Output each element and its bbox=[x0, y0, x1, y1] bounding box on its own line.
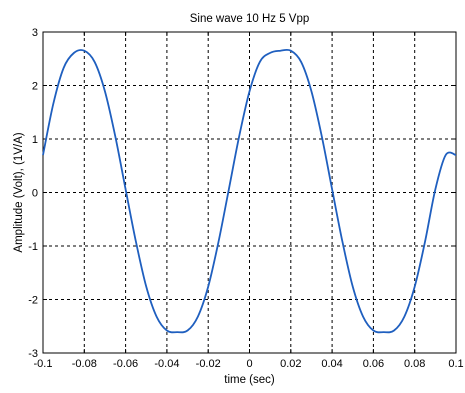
x-tick-label: 0.06 bbox=[363, 358, 384, 370]
y-tick-label: 2 bbox=[32, 81, 38, 93]
ticks: -0.1 -0.08 -0.06 -0.04 -0.02 0 0.02 0.04 0.06 0.0… bbox=[28, 27, 463, 370]
y-tick-label: -3 bbox=[28, 348, 38, 360]
y-tick-label: -2 bbox=[28, 295, 38, 307]
x-tick-label: 0 bbox=[246, 358, 252, 370]
x-tick-label: -0.1 bbox=[34, 358, 53, 370]
y-tick-label: 0 bbox=[32, 188, 38, 200]
y-tick-label: -1 bbox=[28, 241, 38, 253]
x-tick-label: 0.02 bbox=[280, 358, 301, 370]
x-tick-label: 0.08 bbox=[404, 358, 425, 370]
x-tick-label: 0.1 bbox=[448, 358, 463, 370]
x-tick-label: -0.08 bbox=[72, 358, 97, 370]
x-tick-label: 0.04 bbox=[321, 358, 342, 370]
x-tick-label: -0.02 bbox=[196, 358, 221, 370]
y-axis-label: Amplitude (Volt), (1V/A) bbox=[13, 132, 25, 252]
y-tick-label: 3 bbox=[32, 27, 38, 39]
grid bbox=[43, 32, 456, 353]
y-tick-label: 1 bbox=[32, 134, 38, 146]
chart-title: Sine wave 10 Hz 5 Vpp bbox=[190, 13, 310, 25]
series-line bbox=[42, 48, 457, 334]
x-axis-label: time (sec) bbox=[224, 374, 275, 386]
x-tick-label: -0.06 bbox=[113, 358, 138, 370]
series bbox=[42, 48, 457, 334]
x-tick-label: -0.04 bbox=[154, 358, 179, 370]
